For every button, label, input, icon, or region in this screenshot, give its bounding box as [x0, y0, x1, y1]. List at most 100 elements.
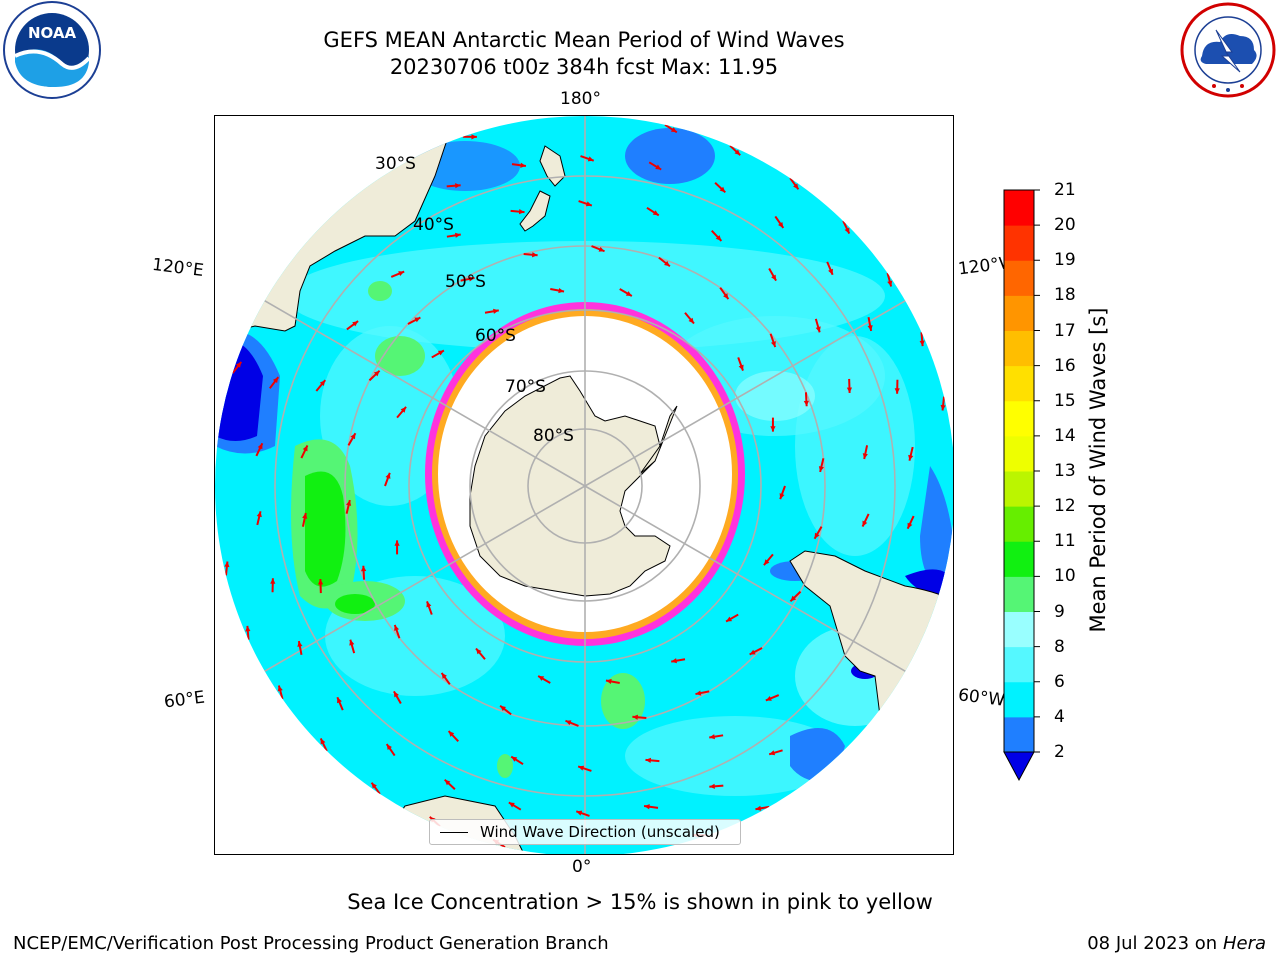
colorbar-tick-label: 2	[1054, 742, 1065, 762]
wind-wave-arrowhead	[719, 186, 726, 193]
map-plot-area: 30°S 40°S 50°S 60°S 70°S 80°S Wind Wave …	[214, 115, 954, 855]
wind-wave-arrowhead	[508, 802, 515, 808]
wind-wave-arrowhead	[270, 578, 276, 584]
wind-wave-arrowhead	[565, 720, 572, 726]
wind-wave-arrowhead	[670, 127, 677, 133]
wind-wave-arrowhead	[394, 540, 400, 546]
wind-wave-arrowhead	[688, 317, 694, 324]
wind-wave-arrowhead	[385, 472, 391, 479]
wind-wave-arrowhead	[695, 690, 702, 696]
wind-wave-arrowhead	[437, 350, 444, 356]
wind-wave-arrowhead	[779, 493, 785, 500]
wind-wave-arrowhead	[908, 454, 914, 461]
lat-label-40s: 40°S	[413, 215, 454, 235]
colorbar-tick-label: 16	[1054, 355, 1076, 376]
wind-wave-arrowhead	[224, 561, 230, 568]
colorbar-tick-label: 4	[1054, 706, 1065, 727]
wind-wave-arrowhead	[765, 695, 772, 701]
colorbar-label: Mean Period of Wind Waves [s]	[1086, 307, 1110, 633]
map-legend: Wind Wave Direction (unscaled)	[429, 819, 741, 845]
wind-wave-arrowhead	[373, 370, 380, 377]
wind-wave-arrowhead	[558, 287, 565, 294]
wind-wave-arrowhead	[814, 532, 820, 539]
wind-wave-arrowhead	[257, 443, 263, 450]
footer-date: 08 Jul 2023 on Hera	[1087, 933, 1266, 954]
wind-wave-arrowhead	[448, 731, 455, 737]
colorbar-bin	[1004, 506, 1034, 542]
graticule	[215, 116, 953, 854]
wind-wave-arrowhead	[468, 276, 475, 282]
wind-wave-arrowhead	[272, 377, 279, 384]
wind-wave-arrowhead	[414, 317, 421, 323]
wind-wave-arrowhead	[738, 364, 744, 371]
plot-title: GEFS MEAN Antarctic Mean Period of Wind …	[323, 28, 845, 52]
colorbar-bin	[1004, 716, 1034, 753]
wind-wave-arrowhead	[350, 433, 356, 440]
lon-label-120e: 120°E	[150, 254, 205, 282]
wind-wave-arrowhead	[245, 625, 251, 632]
colorbar-tick-label: 21	[1054, 180, 1076, 200]
wind-wave-arrowhead	[398, 271, 405, 277]
wind-wave-arrowhead	[346, 500, 352, 506]
colorbar-bin	[1004, 435, 1034, 472]
wind-wave-arrowhead	[371, 782, 377, 789]
wind-wave-arrowhead	[518, 209, 525, 215]
colorbar-tick-label: 15	[1054, 390, 1076, 411]
lat-label-50s: 50°S	[445, 272, 486, 292]
wind-wave-arrowhead	[493, 308, 499, 314]
colorbar-tick-label: 13	[1054, 461, 1076, 481]
wind-wave-arrowhead	[709, 783, 715, 789]
wind-wave-arrowhead	[645, 757, 652, 763]
wind-wave-arrowhead	[317, 579, 324, 585]
colorbar-bin	[1004, 190, 1034, 226]
wind-wave-arrowhead	[605, 678, 612, 685]
national-weather-service-logo	[1176, 0, 1280, 104]
legend-line-sample	[440, 832, 468, 833]
colorbar-bin	[1004, 365, 1034, 402]
wind-wave-arrowhead	[867, 325, 873, 331]
wind-wave-arrowhead	[585, 201, 592, 207]
colorbar-bin	[1004, 646, 1034, 683]
wind-wave-arrowhead	[771, 274, 777, 281]
wind-wave-arrowhead	[302, 445, 308, 452]
colorbar-tick-label: 17	[1054, 320, 1076, 341]
lat-label-70s: 70°S	[505, 377, 546, 397]
wind-wave-arrowhead	[763, 559, 770, 566]
colorbar-tick-label: 18	[1054, 285, 1076, 306]
colorbar-tick-label: 12	[1054, 496, 1076, 517]
colorbar-tick-label: 8	[1054, 636, 1065, 657]
wind-wave-arrowhead	[655, 164, 662, 170]
wind-wave-arrowhead	[632, 714, 639, 720]
wind-wave-arrowhead	[734, 149, 741, 156]
wind-wave-arrowhead	[587, 156, 594, 162]
colorbar-under-extension	[1003, 751, 1035, 782]
wind-wave-arrowhead	[320, 738, 326, 745]
wind-wave-arrowhead	[755, 805, 762, 811]
wind-wave-arrowhead	[578, 765, 585, 771]
wind-wave-arrowhead	[749, 649, 756, 655]
colorbar-bin	[1004, 681, 1034, 718]
wind-wave-arrowhead	[444, 779, 451, 786]
footer-credit: NCEP/EMC/Verification Post Processing Pr…	[13, 933, 609, 954]
wind-wave-arrowhead	[455, 183, 461, 189]
wind-wave-arrowhead	[441, 672, 447, 679]
wind-wave-arrowhead	[770, 426, 776, 432]
lon-label-180: 180°	[560, 89, 601, 109]
wind-wave-arrowhead	[352, 321, 359, 327]
colorbar-tick-label: 9	[1054, 601, 1065, 622]
wind-wave-arrowhead	[818, 466, 824, 472]
colorbar-bin	[1004, 225, 1034, 261]
lon-label-60w: 60°W	[956, 685, 1006, 711]
wind-wave-arrowhead	[361, 565, 367, 572]
wind-wave-arrowhead	[940, 404, 946, 411]
wind-wave-arrowhead	[400, 406, 407, 413]
wind-wave-arrowhead	[862, 453, 868, 459]
wind-wave-arrowhead	[625, 291, 632, 297]
wind-wave-arrowhead	[455, 232, 461, 238]
colorbar-bin	[1004, 295, 1034, 331]
wind-wave-arrowhead	[715, 235, 722, 241]
wind-wave-arrowhead	[520, 162, 526, 168]
colorbar-bin	[1004, 611, 1034, 648]
lat-label-30s: 30°S	[375, 154, 416, 174]
colorbar-tick-label: 6	[1054, 671, 1065, 692]
